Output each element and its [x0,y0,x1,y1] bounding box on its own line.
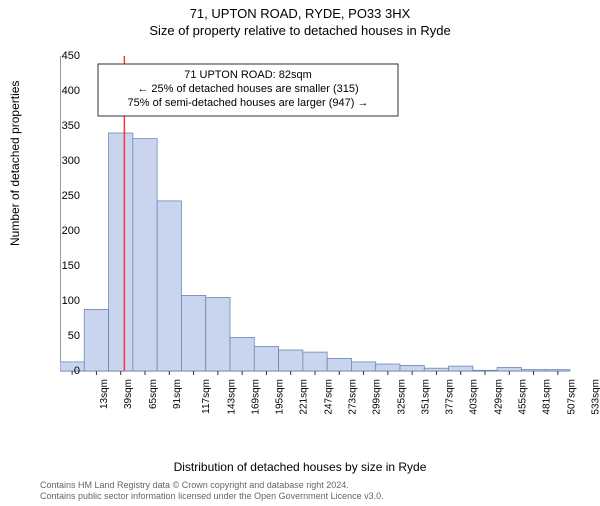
x-tick-label: 325sqm [396,379,407,415]
svg-text:75% of semi-detached houses ar: 75% of semi-detached houses are larger (… [128,97,369,109]
y-tick-label: 450 [50,50,80,62]
x-tick-label: 13sqm [99,379,110,409]
page-title: 71, UPTON ROAD, RYDE, PO33 3HX [0,6,600,21]
x-tick-label: 117sqm [201,379,212,414]
page-subtitle: Size of property relative to detached ho… [0,23,600,38]
x-tick-label: 91sqm [172,379,183,409]
histogram-chart: 71 UPTON ROAD: 82sqm ← 25% of detached ho… [60,56,575,426]
x-tick-label: 39sqm [123,379,134,409]
x-tick-label: 169sqm [250,379,261,415]
y-tick-label: 400 [50,85,80,97]
x-tick-label: 429sqm [493,379,504,415]
y-tick-label: 100 [50,295,80,307]
y-tick-label: 250 [50,190,80,202]
footer-line-2: Contains public sector information licen… [40,491,384,502]
y-tick-label: 150 [50,260,80,272]
y-tick-label: 300 [50,155,80,167]
x-tick-label: 507sqm [566,379,577,415]
y-tick-label: 350 [50,120,80,132]
x-tick-label: 273sqm [348,379,359,415]
x-axis-label: Distribution of detached houses by size … [0,460,600,474]
x-tick-label: 455sqm [518,379,529,415]
x-tick-label: 351sqm [420,379,431,415]
y-tick-label: 200 [50,225,80,237]
x-tick-label: 247sqm [323,379,334,415]
x-tick-label: 221sqm [299,379,310,415]
y-tick-label: 50 [50,330,80,342]
x-tick-label: 299sqm [372,379,383,415]
y-tick-label: 0 [50,365,80,377]
x-tick-label: 195sqm [275,379,286,415]
x-tick-label: 533sqm [590,379,600,415]
x-tick-label: 65sqm [148,379,159,409]
x-tick-label: 377sqm [445,379,456,415]
chart-area: 71 UPTON ROAD: 82sqm ← 25% of detached ho… [60,56,575,426]
footer-attribution: Contains HM Land Registry data © Crown c… [40,480,384,502]
svg-text:← 25% of detached houses are s: ← 25% of detached houses are smaller (31… [137,83,358,95]
svg-text:71 UPTON ROAD: 82sqm: 71 UPTON ROAD: 82sqm [184,69,312,81]
y-axis-label: Number of detached properties [8,81,22,246]
x-tick-label: 143sqm [226,379,237,415]
x-tick-label: 481sqm [542,379,553,415]
x-tick-label: 403sqm [469,379,480,415]
footer-line-1: Contains HM Land Registry data © Crown c… [40,480,384,491]
